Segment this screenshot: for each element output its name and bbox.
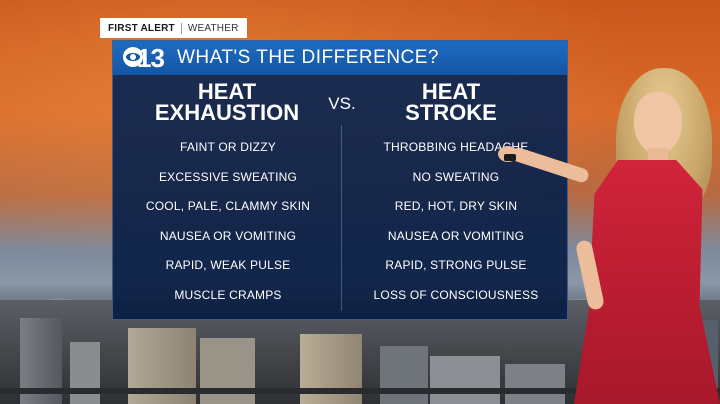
column-divider bbox=[341, 125, 342, 311]
heading-line: EXHAUSTION bbox=[154, 100, 300, 125]
eye-mark bbox=[123, 47, 143, 67]
heat-exhaustion-symptoms: FAINT OR DIZZY EXCESSIVE SWEATING COOL, … bbox=[115, 133, 341, 311]
vs-label: VS. bbox=[328, 94, 356, 113]
board-header: 13 WHAT'S THE DIFFERENCE? bbox=[113, 41, 567, 75]
symptom-item: RAPID, STRONG PULSE bbox=[385, 258, 527, 273]
heat-stroke-symptoms: THROBBING HEADACHE NO SWEATING RED, HOT,… bbox=[343, 133, 569, 311]
symptom-item: MUSCLE CRAMPS bbox=[174, 287, 282, 302]
badge-section: WEATHER bbox=[187, 22, 239, 34]
badge-brand: FIRST ALERT bbox=[108, 22, 175, 34]
symptom-item: RAPID, WEAK PULSE bbox=[165, 258, 291, 273]
channel-number: 13 bbox=[137, 43, 165, 73]
heading-line: STROKE bbox=[405, 100, 497, 125]
symptom-item: EXCESSIVE SWEATING bbox=[158, 169, 298, 184]
first-alert-badge: FIRST ALERT WEATHER bbox=[100, 18, 247, 38]
badge-separator bbox=[180, 22, 182, 34]
heading-line: HEAT bbox=[421, 79, 481, 104]
building bbox=[380, 346, 428, 404]
symptom-item: FAINT OR DIZZY bbox=[180, 140, 276, 154]
building bbox=[70, 342, 100, 404]
weather-presenter bbox=[498, 62, 720, 404]
symptom-item: COOL, PALE, CLAMMY SKIN bbox=[145, 199, 311, 214]
building bbox=[430, 356, 500, 404]
heading-line: HEAT bbox=[197, 79, 257, 104]
symptom-item: NO SWEATING bbox=[412, 169, 500, 184]
heat-stroke-heading: HEAT STROKE bbox=[351, 79, 551, 125]
board-title: WHAT'S THE DIFFERENCE? bbox=[177, 47, 439, 68]
symptom-item: RED, HOT, DRY SKIN bbox=[394, 199, 518, 214]
symptom-item: THROBBING HEADACHE bbox=[383, 140, 529, 154]
building bbox=[200, 338, 255, 404]
clicker-icon bbox=[504, 154, 516, 161]
building bbox=[505, 364, 565, 404]
cbs-eye-icon: 13 bbox=[121, 41, 169, 75]
symptom-item: LOSS OF CONSCIOUSNESS bbox=[373, 287, 539, 302]
symptom-item: NAUSEA OR VOMITING bbox=[159, 228, 297, 243]
comparison-board: 13 WHAT'S THE DIFFERENCE? HEAT EXHAUSTIO… bbox=[112, 40, 568, 320]
presenter-face bbox=[634, 92, 682, 154]
symptom-item: NAUSEA OR VOMITING bbox=[387, 228, 525, 243]
highway bbox=[0, 388, 720, 394]
heat-exhaustion-heading: HEAT EXHAUSTION bbox=[127, 79, 327, 125]
